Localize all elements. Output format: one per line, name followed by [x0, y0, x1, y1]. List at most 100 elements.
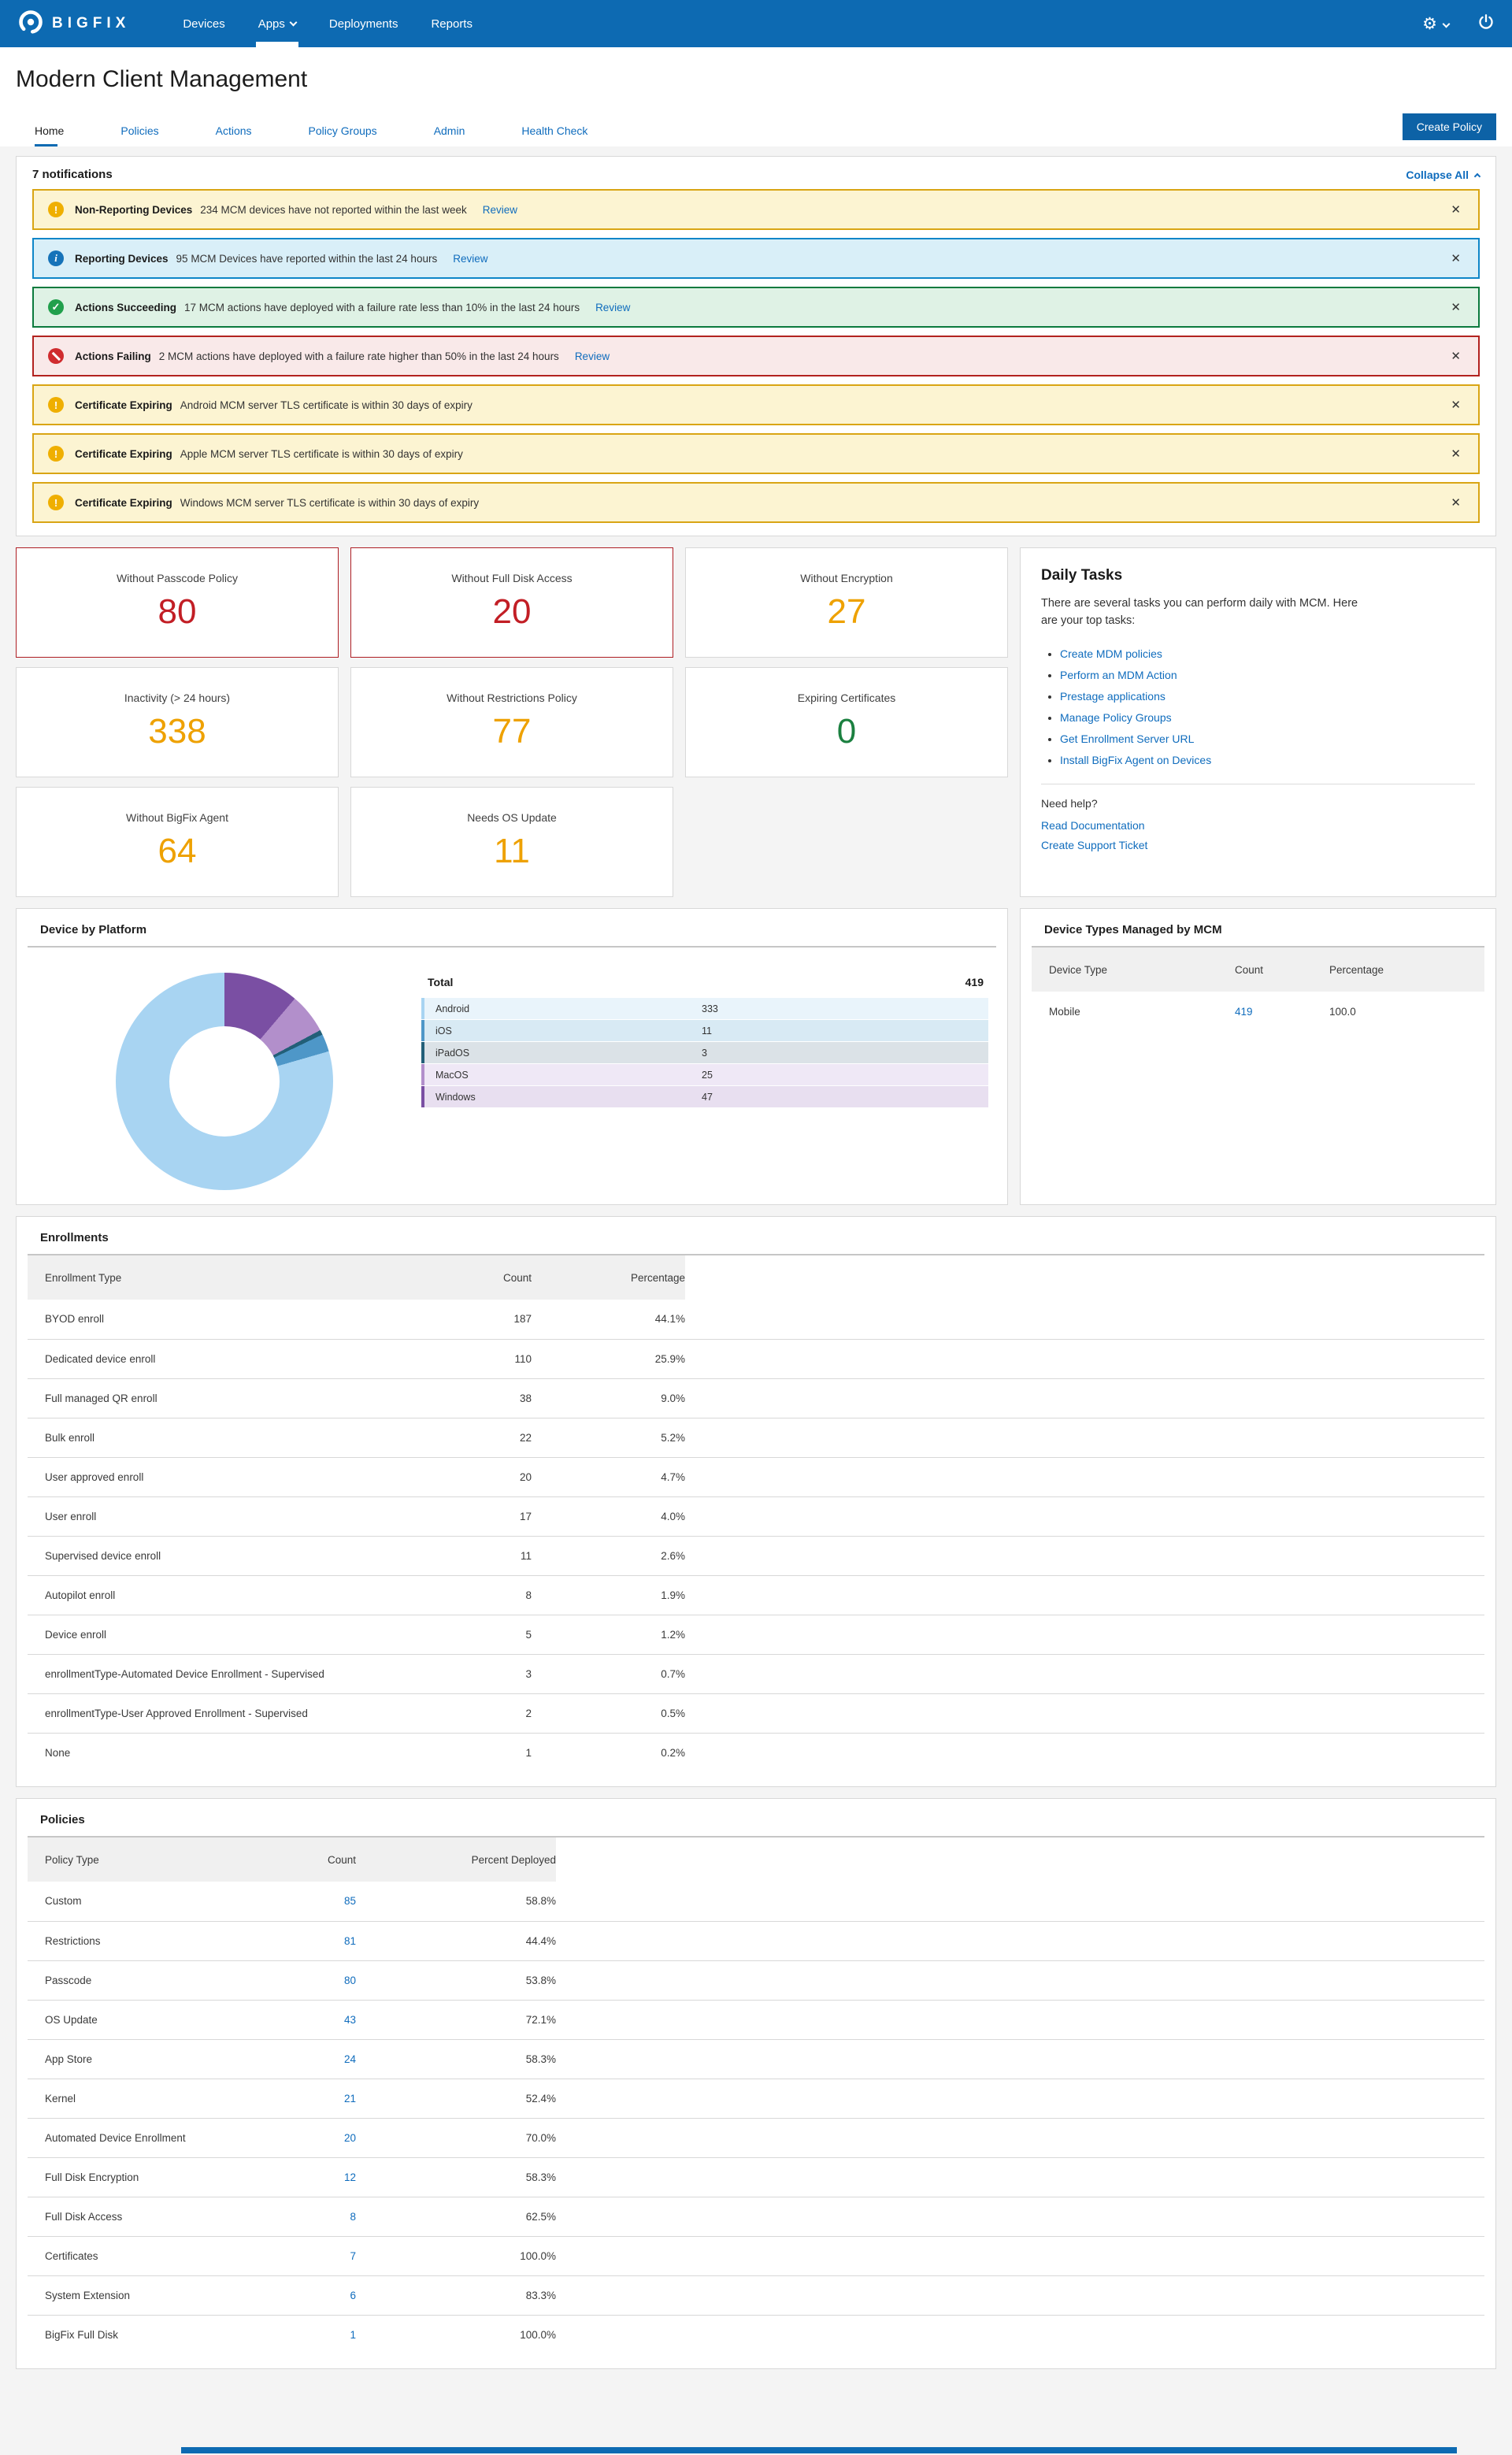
main-content: 7 notifications Collapse All ! Non-Repor…	[0, 146, 1512, 2390]
notification-message: 95 MCM Devices have reported within the …	[176, 252, 438, 265]
page-title: Modern Client Management	[16, 66, 308, 92]
percent-deployed-cell: 70.0%	[356, 2117, 556, 2157]
notification-title: Actions Failing	[75, 350, 151, 362]
nav-item-devices[interactable]: Devices	[183, 17, 225, 31]
column-header: Count	[1235, 948, 1329, 992]
close-icon[interactable]: ✕	[1451, 496, 1461, 510]
close-icon[interactable]: ✕	[1451, 301, 1461, 314]
review-link[interactable]: Review	[595, 301, 631, 313]
stat-card-without-bigfix-agent[interactable]: Without BigFix Agent 64	[16, 787, 339, 897]
task-link[interactable]: Install BigFix Agent on Devices	[1060, 753, 1212, 766]
policy-count-link[interactable]: 1	[350, 2328, 356, 2341]
stat-card-without-restrictions-policy[interactable]: Without Restrictions Policy 77	[350, 667, 673, 777]
stat-card-expiring-certificates[interactable]: Expiring Certificates 0	[685, 667, 1008, 777]
stat-value: 11	[494, 832, 530, 870]
task-link[interactable]: Create MDM policies	[1060, 647, 1162, 660]
policy-count-link[interactable]: 7	[350, 2249, 356, 2262]
stat-card-without-full-disk-access[interactable]: Without Full Disk Access 20	[350, 547, 673, 658]
review-link[interactable]: Review	[453, 252, 488, 265]
bigfix-brand[interactable]: BIGFIX	[17, 9, 130, 39]
brand-name: BIGFIX	[52, 15, 131, 32]
count-cell: 6	[248, 2275, 356, 2315]
table-row: Automated Device Enrollment 20 70.0%	[28, 2117, 1484, 2157]
count-cell: 22	[421, 1417, 532, 1457]
stat-card-without-passcode-policy[interactable]: Without Passcode Policy 80	[16, 547, 339, 658]
table-row: Full managed QR enroll 38 9.0%	[28, 1378, 1484, 1418]
settings-menu-button[interactable]: ⚙	[1422, 14, 1451, 33]
close-icon[interactable]: ✕	[1451, 350, 1461, 363]
notification-success: ✓ Actions Succeeding 17 MCM actions have…	[32, 287, 1480, 328]
task-link[interactable]: Prestage applications	[1060, 689, 1166, 703]
task-link[interactable]: Perform an MDM Action	[1060, 668, 1177, 681]
percent-deployed-cell: 52.4%	[356, 2078, 556, 2118]
table-row: Device enroll 5 1.2%	[28, 1614, 1484, 1654]
count-cell: 5	[421, 1614, 532, 1654]
collapse-all-link[interactable]: Collapse All	[1406, 169, 1481, 181]
nav-item-apps[interactable]: Apps	[242, 0, 313, 47]
count-link[interactable]: 419	[1235, 1005, 1253, 1018]
policies-title: Policies	[40, 1813, 85, 1826]
policy-count-link[interactable]: 43	[343, 2013, 356, 2026]
policy-count-link[interactable]: 85	[343, 1895, 356, 1908]
stat-card-inactivity-24-hours-[interactable]: Inactivity (> 24 hours) 338	[16, 667, 339, 777]
stat-card-needs-os-update[interactable]: Needs OS Update 11	[350, 787, 673, 897]
legend-count: 11	[702, 1025, 712, 1037]
notification-title: Certificate Expiring	[75, 447, 172, 460]
stat-value: 64	[158, 832, 197, 870]
policy-count-link[interactable]: 12	[343, 2171, 356, 2183]
policy-type-cell: Full Disk Access	[28, 2196, 248, 2236]
close-icon[interactable]: ✕	[1451, 252, 1461, 265]
stat-label: Without Restrictions Policy	[447, 692, 577, 704]
help-link[interactable]: Read Documentation	[1041, 818, 1145, 832]
policy-count-link[interactable]: 80	[343, 1974, 356, 1986]
review-link[interactable]: Review	[574, 350, 610, 362]
tab-policy-groups[interactable]: Policy Groups	[308, 124, 377, 137]
table-row: None 1 0.2%	[28, 1732, 1484, 1772]
task-link[interactable]: Manage Policy Groups	[1060, 710, 1172, 724]
tab-health-check[interactable]: Health Check	[521, 124, 588, 137]
stat-value: 77	[492, 712, 532, 751]
legend-count: 3	[702, 1047, 707, 1059]
nav-item-deployments[interactable]: Deployments	[328, 17, 398, 31]
legend-total-label: Total	[428, 976, 454, 988]
enrollments-title: Enrollments	[40, 1231, 109, 1244]
tab-home[interactable]: Home	[35, 117, 64, 146]
count-cell: 2	[421, 1693, 532, 1733]
gear-icon: ⚙	[1422, 14, 1437, 33]
policy-count-link[interactable]: 20	[343, 2131, 356, 2144]
task-link[interactable]: Get Enrollment Server URL	[1060, 732, 1195, 745]
column-header: Policy Type	[28, 1838, 248, 1882]
horizontal-scrollbar[interactable]	[181, 2447, 1457, 2453]
page-header: Modern Client Management Home Policies Act…	[0, 47, 1512, 146]
percent-deployed-cell: 100.0%	[356, 2235, 556, 2275]
close-icon[interactable]: ✕	[1451, 399, 1461, 412]
tab-actions[interactable]: Actions	[215, 124, 252, 137]
count-cell: 419	[1235, 992, 1329, 1031]
stat-card-without-encryption[interactable]: Without Encryption 27	[685, 547, 1008, 658]
legend-label: MacOS	[435, 1069, 469, 1081]
help-link[interactable]: Create Support Ticket	[1041, 838, 1148, 851]
count-cell: 20	[421, 1456, 532, 1496]
close-icon[interactable]: ✕	[1451, 203, 1461, 217]
policy-type-cell: OS Update	[28, 1999, 248, 2039]
tab-admin[interactable]: Admin	[433, 124, 465, 137]
daily-tasks-panel: Daily Tasks There are several tasks you …	[1020, 547, 1496, 897]
table-row: Kernel 21 52.4%	[28, 2078, 1484, 2118]
close-icon[interactable]: ✕	[1451, 447, 1461, 461]
notification-info: i Reporting Devices 95 MCM Devices have …	[32, 238, 1480, 279]
top-nav: BIGFIX Devices Apps Deployments Reports ⚙	[0, 0, 1512, 47]
policy-count-link[interactable]: 21	[343, 2092, 356, 2105]
policy-count-link[interactable]: 24	[343, 2053, 356, 2065]
percentage-cell: 4.7%	[532, 1456, 685, 1496]
policy-count-link[interactable]: 81	[343, 1934, 356, 1947]
review-link[interactable]: Review	[482, 203, 517, 216]
policy-count-link[interactable]: 8	[350, 2210, 356, 2223]
logout-button[interactable]	[1477, 13, 1495, 35]
percent-deployed-cell: 58.3%	[356, 2156, 556, 2197]
tab-policies[interactable]: Policies	[120, 124, 159, 137]
notification-title: Reporting Devices	[75, 252, 169, 265]
create-policy-button[interactable]: Create Policy	[1402, 113, 1496, 140]
percentage-cell: 0.7%	[532, 1653, 685, 1693]
nav-item-reports[interactable]: Reports	[431, 17, 472, 31]
policy-count-link[interactable]: 6	[350, 2289, 356, 2301]
